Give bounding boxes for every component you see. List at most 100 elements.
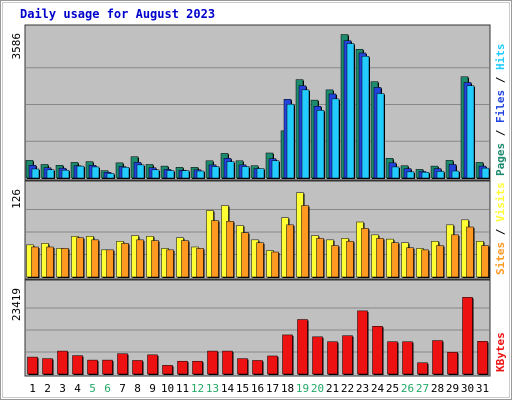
bar-kbytes-day-6	[102, 359, 113, 375]
bar-hits-day-5	[91, 166, 100, 179]
bar-kbytes-day-12	[192, 360, 203, 375]
day-label-4: 4	[74, 382, 81, 395]
bar-hits-day-20	[316, 110, 325, 179]
bar-sites-day-23	[361, 228, 369, 278]
bar-sites-day-11	[181, 240, 189, 278]
day-label-25: 25	[386, 382, 399, 395]
bar-hits-day-31	[481, 167, 490, 179]
bar-sites-day-13	[211, 220, 219, 278]
bar-sites-day-1	[31, 246, 39, 278]
bar-kbytes-day-31	[477, 341, 488, 375]
bar-sites-day-30	[466, 226, 474, 278]
bar-kbytes-day-16	[252, 360, 263, 375]
bar-kbytes-day-30	[462, 297, 473, 375]
bar-hits-day-28	[436, 171, 445, 179]
bar-hits-day-24	[376, 93, 385, 179]
bar-kbytes-day-23	[357, 310, 368, 375]
bar-hits-day-16	[256, 168, 265, 179]
bar-sites-day-27	[421, 249, 429, 278]
bar-hits-day-14	[226, 161, 235, 179]
day-label-31: 31	[476, 382, 489, 395]
chart-title: Daily usage for August 2023	[20, 7, 215, 21]
bar-kbytes-day-14	[222, 350, 233, 375]
day-label-5: 5	[89, 382, 96, 395]
bar-sites-day-5	[91, 239, 99, 278]
bar-hits-day-8	[136, 164, 145, 179]
day-label-23: 23	[356, 382, 369, 395]
day-label-16: 16	[251, 382, 264, 395]
bar-kbytes-day-7	[117, 353, 128, 375]
bar-sites-day-18	[286, 224, 294, 278]
panel-max-label: 3586	[10, 33, 23, 60]
bar-sites-day-31	[481, 245, 489, 278]
bar-sites-day-7	[121, 243, 129, 278]
bar-sites-day-17	[271, 251, 279, 278]
bar-sites-day-29	[451, 234, 459, 278]
bar-kbytes-day-8	[132, 360, 143, 375]
legend-separator: /	[494, 123, 507, 143]
bar-kbytes-day-3	[57, 350, 68, 375]
day-label-13: 13	[206, 382, 219, 395]
day-label-15: 15	[236, 382, 249, 395]
day-label-20: 20	[311, 382, 324, 395]
day-labels: 1 2 3 4 5 6 7 8 9 10 11 12 13 14 15 16 17 18 19 20 21 22 23 24 2…	[29, 382, 489, 395]
bar-hits-day-13	[211, 166, 220, 179]
day-label-26: 26	[401, 382, 414, 395]
bar-kbytes-day-22	[342, 335, 353, 375]
bar-hits-day-27	[421, 172, 430, 179]
day-label-1: 1	[29, 382, 36, 395]
panels: 3586 Pages / Files / Hits 126 Sites / Visit…	[10, 24, 507, 377]
bar-sites-day-20	[316, 238, 324, 278]
bar-sites-day-2	[46, 246, 54, 278]
bar-sites-day-14	[226, 221, 234, 278]
bar-hits-day-7	[121, 167, 130, 179]
bar-sites-day-4	[76, 237, 84, 278]
legend-kbytes: KBytes	[494, 332, 507, 372]
bar-kbytes-day-4	[72, 355, 83, 375]
bar-hits-day-6	[106, 173, 115, 179]
day-label-2: 2	[44, 382, 51, 395]
bar-kbytes-day-26	[402, 341, 413, 375]
bar-hits-day-12	[196, 170, 205, 179]
bar-hits-day-1	[31, 168, 40, 179]
panel-background	[24, 24, 491, 181]
bar-kbytes-day-17	[267, 355, 278, 375]
panel-legend: Sites / Visits	[494, 182, 507, 275]
bar-kbytes-day-11	[177, 360, 188, 375]
day-label-22: 22	[341, 382, 354, 395]
bar-hits-day-2	[46, 169, 55, 179]
bar-hits-day-10	[166, 170, 175, 179]
bar-kbytes-day-19	[297, 319, 308, 375]
day-label-12: 12	[191, 382, 204, 395]
panel-legend: KBytes	[494, 332, 507, 372]
bar-hits-day-3	[61, 169, 70, 179]
bar-sites-day-12	[196, 248, 204, 278]
bar-sites-day-8	[136, 239, 144, 278]
bar-hits-day-29	[451, 170, 460, 179]
bar-kbytes-day-10	[162, 365, 173, 375]
bar-kbytes-day-27	[417, 362, 428, 375]
day-label-8: 8	[134, 382, 141, 395]
legend-sites: Sites	[494, 242, 507, 275]
day-label-18: 18	[281, 382, 294, 395]
bar-kbytes-day-21	[327, 341, 338, 375]
day-label-14: 14	[221, 382, 235, 395]
legend-hits: Hits	[494, 44, 507, 71]
bar-sites-day-26	[406, 247, 414, 278]
panel-max-label: 126	[10, 189, 23, 209]
bar-hits-day-22	[346, 43, 355, 179]
bar-sites-day-19	[301, 205, 309, 278]
bar-kbytes-day-20	[312, 336, 323, 375]
legend-pages: Pages	[494, 143, 507, 176]
bar-hits-day-17	[271, 160, 280, 179]
bar-hits-day-19	[301, 89, 310, 179]
bar-kbytes-day-9	[147, 354, 158, 375]
day-label-28: 28	[431, 382, 444, 395]
legend-files: Files	[494, 90, 507, 123]
bar-sites-day-25	[391, 242, 399, 278]
day-label-21: 21	[326, 382, 339, 395]
bar-hits-day-9	[151, 169, 160, 179]
day-label-29: 29	[446, 382, 459, 395]
